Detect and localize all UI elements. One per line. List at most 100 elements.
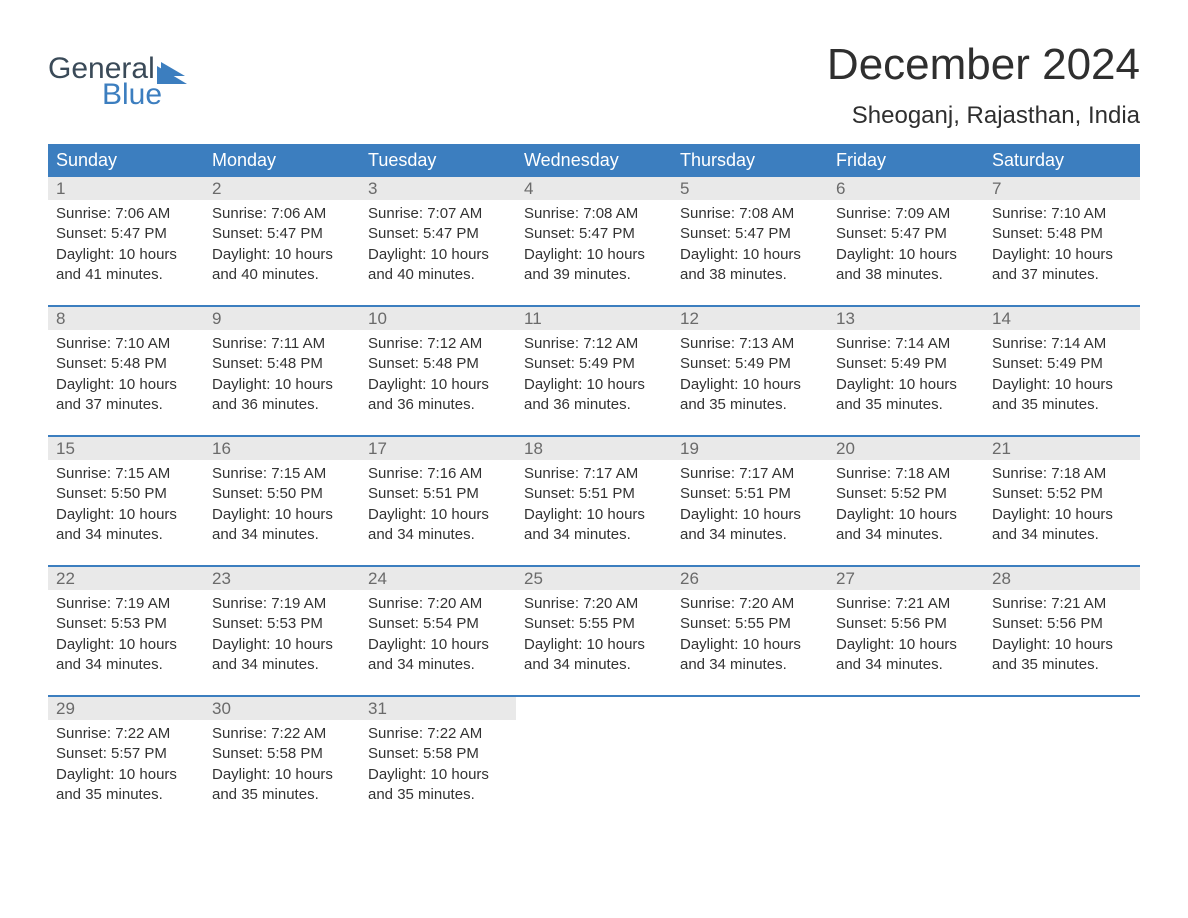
sunrise-line: Sunrise: 7:06 AM	[56, 204, 196, 224]
location: Sheoganj, Rajasthan, India	[827, 102, 1140, 130]
sunset-line: Sunset: 5:47 PM	[368, 224, 508, 244]
day-detail: Sunrise: 7:06 AMSunset: 5:47 PMDaylight:…	[48, 200, 204, 306]
day-detail: Sunrise: 7:19 AMSunset: 5:53 PMDaylight:…	[48, 590, 204, 696]
day-number: 25	[516, 567, 672, 590]
sunset-line: Sunset: 5:48 PM	[992, 224, 1132, 244]
day-detail: Sunrise: 7:17 AMSunset: 5:51 PMDaylight:…	[516, 460, 672, 566]
day-detail: Sunrise: 7:08 AMSunset: 5:47 PMDaylight:…	[672, 200, 828, 306]
day-detail: Sunrise: 7:17 AMSunset: 5:51 PMDaylight:…	[672, 460, 828, 566]
dow-wednesday: Wednesday	[516, 144, 672, 177]
empty-cell	[828, 720, 984, 825]
sunset-line: Sunset: 5:51 PM	[680, 484, 820, 504]
sunset-line: Sunset: 5:55 PM	[524, 614, 664, 634]
day-detail: Sunrise: 7:21 AMSunset: 5:56 PMDaylight:…	[984, 590, 1140, 696]
day-number: 13	[828, 307, 984, 330]
sunrise-line: Sunrise: 7:14 AM	[992, 334, 1132, 354]
daylight-line: Daylight: 10 hours and 35 minutes.	[680, 375, 820, 416]
sunset-line: Sunset: 5:47 PM	[524, 224, 664, 244]
daylight-line: Daylight: 10 hours and 34 minutes.	[56, 635, 196, 676]
day-number-row: 1234567	[48, 177, 1140, 200]
day-detail: Sunrise: 7:08 AMSunset: 5:47 PMDaylight:…	[516, 200, 672, 306]
sunset-line: Sunset: 5:51 PM	[524, 484, 664, 504]
day-number: 6	[828, 177, 984, 200]
day-detail: Sunrise: 7:21 AMSunset: 5:56 PMDaylight:…	[828, 590, 984, 696]
sunrise-line: Sunrise: 7:08 AM	[524, 204, 664, 224]
day-number: 9	[204, 307, 360, 330]
daylight-line: Daylight: 10 hours and 41 minutes.	[56, 245, 196, 286]
sunset-line: Sunset: 5:50 PM	[212, 484, 352, 504]
daylight-line: Daylight: 10 hours and 39 minutes.	[524, 245, 664, 286]
sunset-line: Sunset: 5:47 PM	[836, 224, 976, 244]
sunrise-line: Sunrise: 7:14 AM	[836, 334, 976, 354]
sunrise-line: Sunrise: 7:19 AM	[212, 594, 352, 614]
day-number: 5	[672, 177, 828, 200]
empty-cell	[516, 720, 672, 825]
sunrise-line: Sunrise: 7:19 AM	[56, 594, 196, 614]
day-detail: Sunrise: 7:10 AMSunset: 5:48 PMDaylight:…	[984, 200, 1140, 306]
sunrise-line: Sunrise: 7:11 AM	[212, 334, 352, 354]
logo-text-blue: Blue	[48, 80, 191, 110]
day-number: 11	[516, 307, 672, 330]
sunrise-line: Sunrise: 7:20 AM	[524, 594, 664, 614]
sunrise-line: Sunrise: 7:22 AM	[56, 724, 196, 744]
daylight-line: Daylight: 10 hours and 34 minutes.	[836, 635, 976, 676]
sunrise-line: Sunrise: 7:10 AM	[56, 334, 196, 354]
day-detail: Sunrise: 7:06 AMSunset: 5:47 PMDaylight:…	[204, 200, 360, 306]
day-number: 18	[516, 437, 672, 460]
daylight-line: Daylight: 10 hours and 34 minutes.	[368, 635, 508, 676]
sunrise-line: Sunrise: 7:17 AM	[680, 464, 820, 484]
day-number: 4	[516, 177, 672, 200]
calendar-body: 1234567Sunrise: 7:06 AMSunset: 5:47 PMDa…	[48, 177, 1140, 825]
dow-friday: Friday	[828, 144, 984, 177]
day-detail-row: Sunrise: 7:06 AMSunset: 5:47 PMDaylight:…	[48, 200, 1140, 306]
sunset-line: Sunset: 5:52 PM	[992, 484, 1132, 504]
sunrise-line: Sunrise: 7:13 AM	[680, 334, 820, 354]
daylight-line: Daylight: 10 hours and 40 minutes.	[368, 245, 508, 286]
daylight-line: Daylight: 10 hours and 34 minutes.	[992, 505, 1132, 546]
day-number: 30	[204, 697, 360, 720]
sunset-line: Sunset: 5:51 PM	[368, 484, 508, 504]
day-detail: Sunrise: 7:14 AMSunset: 5:49 PMDaylight:…	[828, 330, 984, 436]
day-detail: Sunrise: 7:18 AMSunset: 5:52 PMDaylight:…	[828, 460, 984, 566]
sunset-line: Sunset: 5:47 PM	[56, 224, 196, 244]
sunrise-line: Sunrise: 7:16 AM	[368, 464, 508, 484]
daylight-line: Daylight: 10 hours and 34 minutes.	[680, 635, 820, 676]
sunset-line: Sunset: 5:47 PM	[680, 224, 820, 244]
day-detail: Sunrise: 7:16 AMSunset: 5:51 PMDaylight:…	[360, 460, 516, 566]
daylight-line: Daylight: 10 hours and 35 minutes.	[992, 635, 1132, 676]
day-detail: Sunrise: 7:14 AMSunset: 5:49 PMDaylight:…	[984, 330, 1140, 436]
day-number: 8	[48, 307, 204, 330]
day-number-row: 15161718192021	[48, 437, 1140, 460]
sunset-line: Sunset: 5:52 PM	[836, 484, 976, 504]
dow-tuesday: Tuesday	[360, 144, 516, 177]
day-detail-row: Sunrise: 7:22 AMSunset: 5:57 PMDaylight:…	[48, 720, 1140, 825]
day-detail: Sunrise: 7:10 AMSunset: 5:48 PMDaylight:…	[48, 330, 204, 436]
day-detail: Sunrise: 7:22 AMSunset: 5:58 PMDaylight:…	[360, 720, 516, 825]
daylight-line: Daylight: 10 hours and 37 minutes.	[56, 375, 196, 416]
day-number: 26	[672, 567, 828, 590]
sunset-line: Sunset: 5:49 PM	[836, 354, 976, 374]
daylight-line: Daylight: 10 hours and 34 minutes.	[368, 505, 508, 546]
day-detail: Sunrise: 7:15 AMSunset: 5:50 PMDaylight:…	[204, 460, 360, 566]
day-detail: Sunrise: 7:09 AMSunset: 5:47 PMDaylight:…	[828, 200, 984, 306]
daylight-line: Daylight: 10 hours and 38 minutes.	[680, 245, 820, 286]
daylight-line: Daylight: 10 hours and 34 minutes.	[212, 505, 352, 546]
empty-cell	[828, 697, 984, 720]
day-number: 14	[984, 307, 1140, 330]
day-number: 10	[360, 307, 516, 330]
day-detail: Sunrise: 7:12 AMSunset: 5:49 PMDaylight:…	[516, 330, 672, 436]
daylight-line: Daylight: 10 hours and 34 minutes.	[56, 505, 196, 546]
sunrise-line: Sunrise: 7:20 AM	[680, 594, 820, 614]
daylight-line: Daylight: 10 hours and 35 minutes.	[836, 375, 976, 416]
day-detail: Sunrise: 7:07 AMSunset: 5:47 PMDaylight:…	[360, 200, 516, 306]
sunset-line: Sunset: 5:54 PM	[368, 614, 508, 634]
day-number: 19	[672, 437, 828, 460]
day-of-week-row: Sunday Monday Tuesday Wednesday Thursday…	[48, 144, 1140, 177]
sunset-line: Sunset: 5:55 PM	[680, 614, 820, 634]
day-number: 16	[204, 437, 360, 460]
daylight-line: Daylight: 10 hours and 36 minutes.	[212, 375, 352, 416]
day-number: 28	[984, 567, 1140, 590]
sunset-line: Sunset: 5:48 PM	[56, 354, 196, 374]
empty-cell	[984, 720, 1140, 825]
daylight-line: Daylight: 10 hours and 34 minutes.	[212, 635, 352, 676]
